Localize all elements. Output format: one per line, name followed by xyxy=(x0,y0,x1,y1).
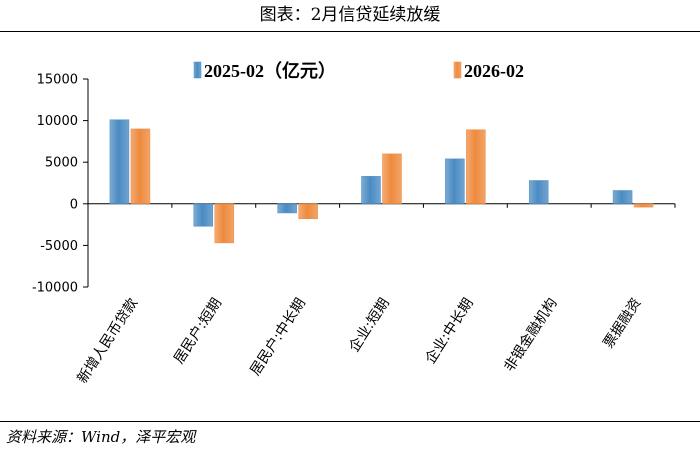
bar-series2 xyxy=(214,203,235,244)
x-category-label: 居民户:中长期 xyxy=(246,295,309,379)
y-tick-label: -5000 xyxy=(40,239,78,254)
x-category-label: 企业:短期 xyxy=(346,295,393,355)
x-category-label: 新增人民币贷款 xyxy=(74,295,141,386)
bar-series2 xyxy=(382,153,402,205)
bar-series1 xyxy=(277,203,297,214)
bar-series1 xyxy=(528,180,549,205)
bar-series2 xyxy=(466,129,486,205)
bar-series1 xyxy=(361,176,381,205)
y-tick-label: -10000 xyxy=(32,281,78,296)
bar-series2 xyxy=(633,203,654,208)
bar-series2 xyxy=(298,203,318,220)
y-tick-label: 0 xyxy=(70,197,78,212)
bar-series1 xyxy=(612,190,633,205)
chart-title: 图表：2月信贷延续放缓 xyxy=(259,5,441,25)
source-note: 资料来源：Wind，泽平宏观 xyxy=(6,428,196,446)
legend-label: 2026-02 xyxy=(464,61,524,81)
x-category-label: 非银金融机构 xyxy=(501,295,560,374)
y-tick-label: 5000 xyxy=(45,156,78,171)
bar-series1 xyxy=(109,119,130,205)
bar-chart: 15000 10000 5000 0 -5000 -10000新增人民币贷款 居民户:短期居… xyxy=(32,60,676,386)
y-tick-label: 10000 xyxy=(37,114,78,129)
y-tick-label: 15000 xyxy=(37,73,78,88)
bar-series1 xyxy=(445,158,465,205)
x-category-label: 票据融资 xyxy=(601,295,645,351)
x-category-label: 居民户:短期 xyxy=(170,295,225,367)
legend-swatch xyxy=(453,61,462,79)
bottom-rule xyxy=(0,421,700,422)
bar-series1 xyxy=(193,203,214,227)
bar-series2 xyxy=(130,128,151,205)
legend-label: 2025-02（亿元） xyxy=(204,60,336,81)
legend-swatch xyxy=(193,61,202,79)
x-category-label: 企业:中长期 xyxy=(422,295,477,367)
top-rule xyxy=(0,31,700,32)
